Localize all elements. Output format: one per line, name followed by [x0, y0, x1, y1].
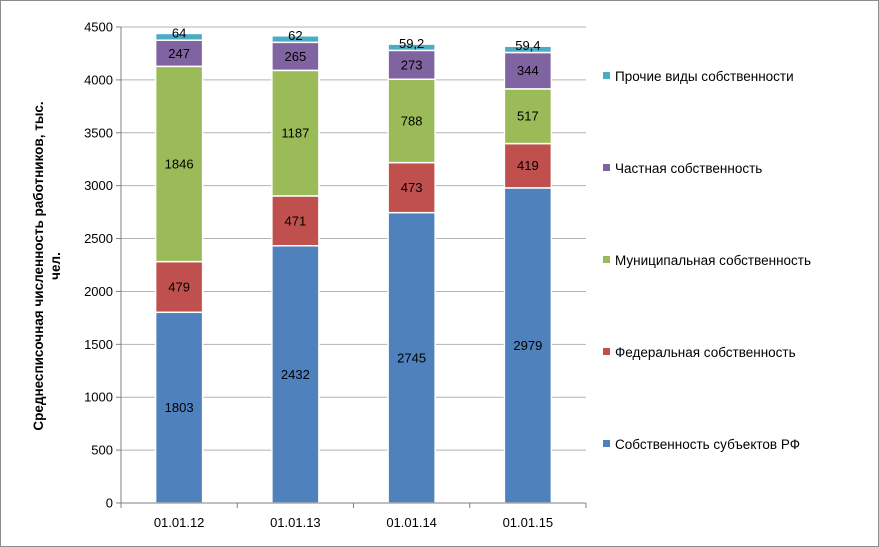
data-label: 2979	[513, 338, 542, 353]
y-tick-label: 4000	[84, 72, 113, 87]
y-tick-label: 1000	[84, 390, 113, 405]
bar-segment	[503, 51, 553, 90]
y-tick-label: 3000	[84, 178, 113, 193]
bar-segment	[387, 211, 436, 504]
y-tick-label: 1500	[84, 337, 113, 352]
y-axis-title-line-2: чел.	[48, 252, 63, 280]
data-label: 62	[288, 28, 302, 43]
bars	[154, 32, 553, 504]
legend-swatch	[603, 72, 610, 79]
data-label: 1187	[281, 126, 309, 141]
y-axis-title: Среднесписочная численность работников, …	[31, 101, 63, 430]
bar-segment	[154, 65, 204, 263]
y-tick-label: 3500	[84, 125, 113, 140]
axes: 0 500 1000 1500 2000 2500 3000 3500 4000 4500 01.0…	[84, 20, 587, 530]
bar-segment	[503, 88, 553, 145]
bar-segment	[387, 161, 436, 214]
legend-label: Федеральная собственность	[615, 345, 796, 360]
data-label: 265	[285, 49, 307, 64]
y-tick-label: 4500	[84, 20, 113, 35]
legend-swatch	[603, 164, 610, 171]
y-tick-label: 500	[91, 443, 113, 458]
y-tick-label: 2500	[84, 231, 113, 246]
data-label: 2745	[397, 350, 426, 365]
data-label: 2432	[281, 367, 310, 382]
legend: Прочие виды собственности Частная собстве…	[603, 69, 811, 452]
bar-segment	[154, 32, 204, 41]
data-label: 1803	[165, 400, 194, 415]
bar-segment	[387, 43, 436, 52]
legend-label: Прочие виды собственности	[615, 69, 794, 84]
data-label: 59,2	[399, 36, 424, 51]
data-label: 64	[172, 25, 186, 40]
y-tick-label: 2000	[84, 284, 113, 299]
data-label: 1846	[165, 156, 194, 171]
data-label: 473	[401, 180, 423, 195]
legend-label: Муниципальная собственность	[615, 253, 811, 268]
legend-swatch	[603, 256, 610, 263]
bar-segment	[271, 195, 320, 247]
legend-label: Собственность субъектов РФ	[615, 437, 800, 452]
data-label: 247	[168, 46, 190, 61]
x-tick-label: 01.01.14	[386, 515, 437, 530]
data-label: 517	[517, 109, 539, 124]
data-label: 479	[168, 279, 190, 294]
data-label: 419	[517, 158, 539, 173]
data-label: 273	[401, 57, 423, 72]
x-tick-label: 01.01.15	[503, 515, 554, 530]
bar-segment	[387, 78, 436, 164]
data-label: 59,4	[515, 38, 540, 53]
bar-segment	[503, 45, 553, 54]
legend-label: Частная собственность	[615, 161, 762, 176]
bar-segment	[503, 142, 553, 189]
legend-swatch	[603, 440, 610, 447]
data-label: 788	[401, 113, 423, 128]
bar-segment	[271, 41, 320, 72]
x-tick-label: 01.01.12	[154, 515, 205, 530]
legend-swatch	[603, 348, 610, 355]
y-axis-title-line-1: Среднесписочная численность работников, …	[31, 101, 46, 430]
data-labels: 1803 479 1846 247 64 2432 471 1187 265 62 2745 473 7…	[165, 25, 543, 415]
bar-segment	[271, 35, 320, 44]
data-label: 344	[517, 63, 539, 78]
data-label: 471	[285, 213, 307, 228]
x-tick-label: 01.01.13	[270, 515, 321, 530]
y-tick-label: 0	[106, 496, 113, 511]
